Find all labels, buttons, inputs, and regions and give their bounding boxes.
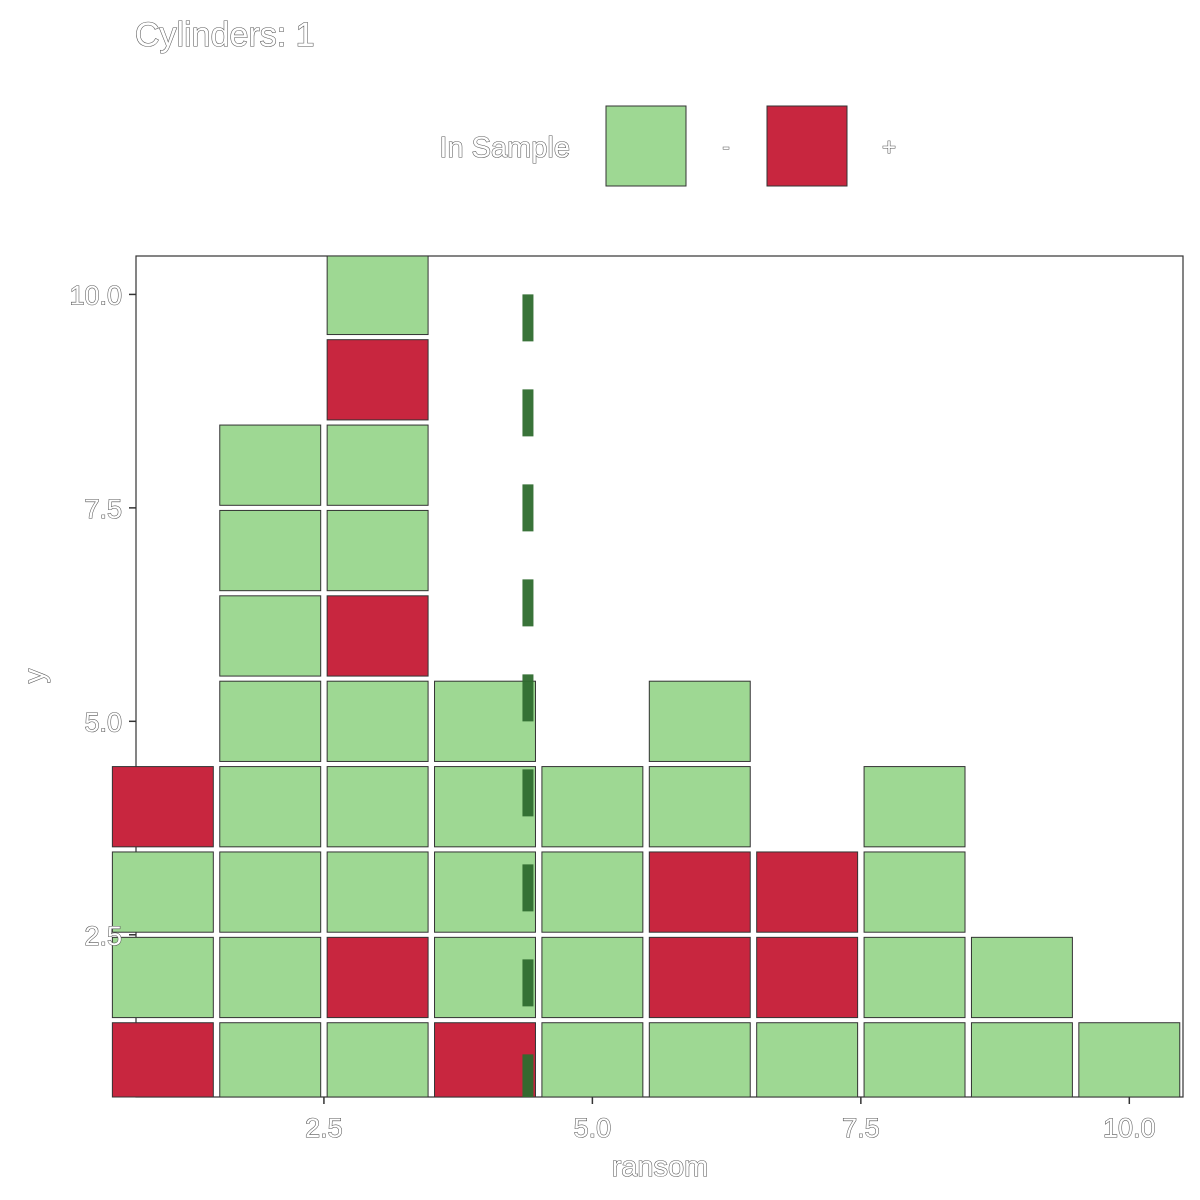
tile-x8-y2-minus <box>863 936 966 1019</box>
tile-x7-y3-plus <box>756 851 859 933</box>
tile-x3-y2-plus <box>326 936 429 1019</box>
tile-x3-y4-minus <box>326 766 429 848</box>
tile-x8-y3-minus <box>863 851 966 933</box>
tile-x3-y1-minus <box>326 1022 429 1098</box>
tile-x4-y3-minus <box>434 851 536 933</box>
tile-x4-y4-minus <box>434 766 536 848</box>
tile-x4-y2-minus <box>434 936 536 1019</box>
tile-x5-y4-minus <box>541 766 644 848</box>
x-tick-label-0: 2.5 <box>305 1113 343 1143</box>
y-tick-label-0: 2.5 <box>84 921 122 951</box>
tile-x8-y4-minus <box>863 766 966 848</box>
tile-x6-y2-plus <box>648 936 751 1019</box>
y-tick-label-1: 5.0 <box>84 707 122 737</box>
axes-layer: 2.5 5.0 7.5 10.0 2.5 5.0 7.5 10.0 <box>69 280 1156 1144</box>
tile-x1-y2-minus <box>111 936 214 1019</box>
legend-label-minus: - <box>722 134 729 159</box>
tile-x8-y1-minus <box>863 1022 966 1098</box>
tile-x3-y6-plus <box>326 595 429 677</box>
tile-x3-y10-minus <box>326 255 429 336</box>
tile-x2-y4-minus <box>219 766 322 848</box>
legend: In Sample - + <box>439 105 897 187</box>
x-tick-label-3: 10.0 <box>1103 1113 1156 1143</box>
tile-x3-y8-minus <box>326 424 429 506</box>
tile-x2-y7-minus <box>219 509 322 592</box>
tile-x6-y3-plus <box>648 851 751 933</box>
tile-x5-y1-minus <box>541 1022 644 1098</box>
tile-x9-y1-minus <box>970 1022 1073 1098</box>
tile-x10-y1-minus <box>1078 1022 1181 1098</box>
x-tick-label-2: 7.5 <box>842 1113 880 1143</box>
legend-title: In Sample <box>439 132 570 164</box>
x-axis-label: ransom <box>612 1151 709 1183</box>
y-tick-label-2: 7.5 <box>84 494 122 524</box>
tile-x6-y5-minus <box>648 680 751 762</box>
chart-title: Cylinders: 1 <box>135 16 315 54</box>
legend-label-plus: + <box>882 134 896 161</box>
tile-x2-y5-minus <box>219 680 322 762</box>
tile-x5-y3-minus <box>541 851 644 933</box>
y-tick-label-3: 10.0 <box>69 280 122 310</box>
tile-x7-y2-plus <box>756 936 859 1019</box>
tile-x4-y5-minus <box>434 680 536 762</box>
tile-x7-y1-minus <box>756 1022 859 1098</box>
tile-x2-y3-minus <box>219 851 322 933</box>
tile-x1-y4-plus <box>111 766 214 848</box>
tile-x9-y2-minus <box>970 936 1073 1019</box>
x-tick-label-1: 5.0 <box>574 1113 612 1143</box>
tile-x5-y2-minus <box>541 936 644 1019</box>
tile-x3-y5-minus <box>326 680 429 762</box>
tile-x2-y6-minus <box>219 595 322 677</box>
legend-swatch-minus <box>605 105 687 187</box>
tile-x3-y9-plus <box>326 339 429 421</box>
tile-x1-y3-minus <box>111 851 214 933</box>
tile-x1-y1-plus <box>111 1022 214 1098</box>
tile-x2-y1-minus <box>219 1022 322 1098</box>
tile-x4-y1-plus <box>434 1022 536 1098</box>
legend-swatch-plus <box>766 105 848 187</box>
tile-x6-y1-minus <box>648 1022 751 1098</box>
y-axis-label: y <box>19 668 51 683</box>
tile-x2-y2-minus <box>219 936 322 1019</box>
tile-x6-y4-minus <box>648 766 751 848</box>
tile-x3-y3-minus <box>326 851 429 933</box>
tile-x2-y8-minus <box>219 424 322 506</box>
tile-x3-y7-minus <box>326 509 429 592</box>
tile-layer <box>111 255 1181 1098</box>
